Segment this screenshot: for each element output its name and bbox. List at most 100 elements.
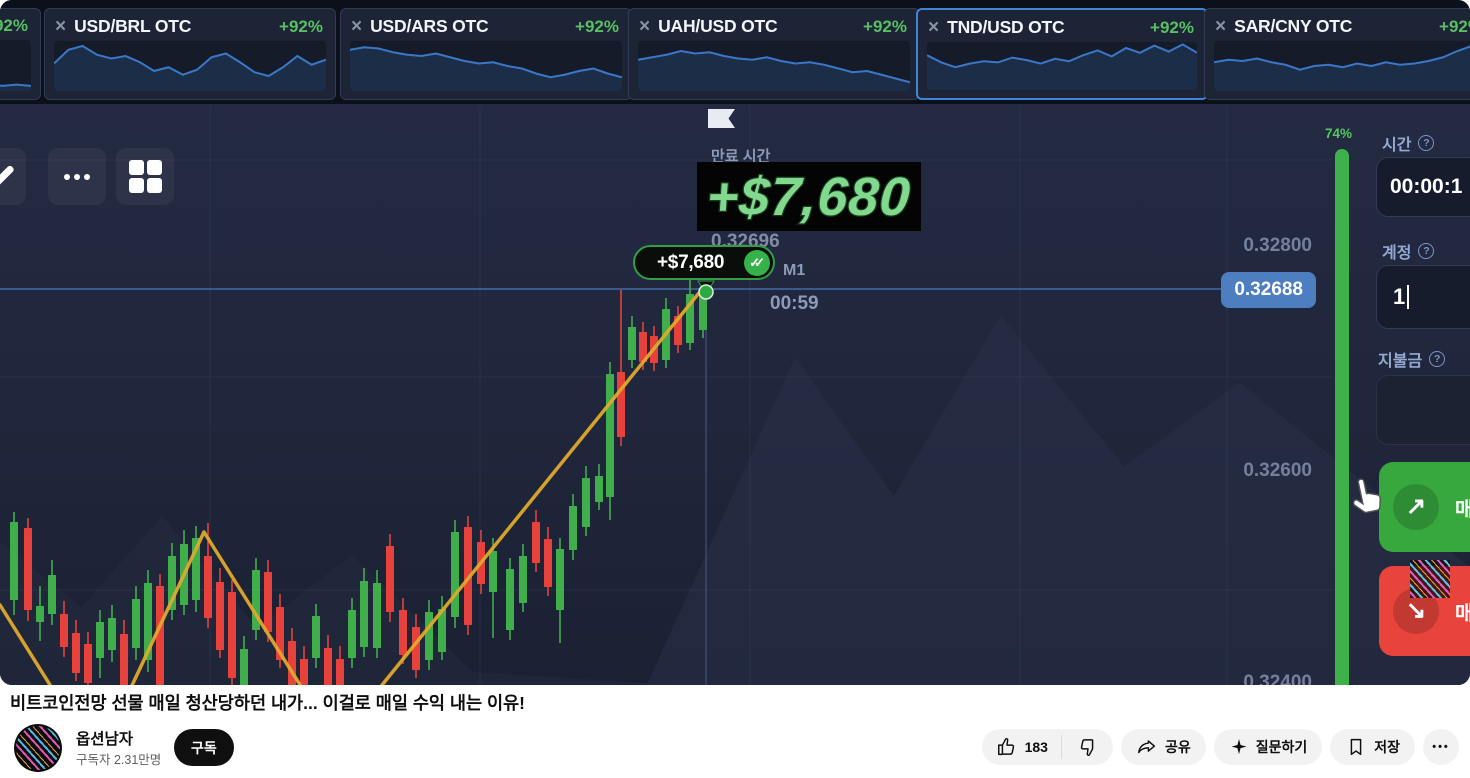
- asset-tabs-bar: × +92% × USD/BRL OTC +92% × USD/ARS OTC …: [0, 0, 1470, 104]
- draw-tool-button[interactable]: [0, 148, 26, 205]
- save-label: 저장: [1374, 739, 1400, 755]
- asset-tab[interactable]: × TND/USD OTC +92%: [916, 8, 1208, 100]
- asset-tab[interactable]: × SAR/CNY OTC +92%: [1204, 8, 1470, 100]
- thumbs-down-icon: [1080, 739, 1094, 757]
- payout-progress-bar: [1335, 149, 1349, 685]
- payout-label: 지불금: [1378, 353, 1423, 370]
- payout-percent-label: +92%: [575, 16, 619, 36]
- channel-watermark-logo: [1410, 560, 1450, 598]
- trade-result-amount: +$7,680: [657, 251, 725, 273]
- trade-panel: 시간 ? 00:00:1 계정 ? 1 지불금 ? ↗ 매수: [1352, 104, 1470, 685]
- like-button[interactable]: 183: [982, 736, 1054, 758]
- pencil-icon: [0, 164, 15, 189]
- payout-percent-indicator: 74%: [1325, 126, 1353, 141]
- buy-button-label: 매수: [1455, 498, 1470, 521]
- bookmark-icon: [1350, 738, 1362, 756]
- sparkline-chart: [0, 40, 31, 91]
- payout-percent-label: +92%: [0, 16, 28, 35]
- asset-pair-label: UAH/USD OTC: [658, 16, 778, 36]
- payout-percent-label: +92%: [1439, 16, 1470, 36]
- dislike-button[interactable]: [1069, 736, 1113, 758]
- subscribe-button[interactable]: 구독: [174, 729, 234, 766]
- countdown-label: 00:59: [770, 293, 819, 314]
- asset-tab[interactable]: × USD/ARS OTC +92%: [340, 8, 632, 100]
- flag-marker-icon: [708, 109, 735, 128]
- asset-tab-header: × USD/ARS OTC +92%: [341, 9, 631, 39]
- current-price-badge: 0.32688: [1221, 272, 1316, 308]
- text-cursor: [1407, 285, 1410, 309]
- account-label: 계정: [1382, 245, 1412, 262]
- ellipsis-icon: [64, 173, 90, 180]
- payout-field-row: 지불금 ?: [1378, 347, 1446, 371]
- asset-pair-label: SAR/CNY OTC: [1234, 16, 1353, 36]
- thumbs-up-icon: [997, 737, 1014, 756]
- video-player[interactable]: × +92% × USD/BRL OTC +92% × USD/ARS OTC …: [0, 0, 1470, 685]
- asset-tab-header: × USD/BRL OTC +92%: [45, 9, 335, 39]
- time-input[interactable]: 00:00:1: [1376, 157, 1470, 217]
- more-tools-button[interactable]: [48, 148, 106, 205]
- asset-pair-label: USD/BRL OTC: [74, 16, 192, 36]
- channel-name[interactable]: 옵션남자: [76, 731, 134, 748]
- grid-icon: [128, 160, 162, 193]
- time-label: 시간: [1382, 137, 1412, 154]
- amount-input[interactable]: 1: [1376, 265, 1470, 329]
- time-field-row: 시간 ?: [1382, 131, 1435, 155]
- share-icon: [1137, 740, 1156, 754]
- close-icon[interactable]: ×: [639, 16, 651, 37]
- time-value: 00:00:1: [1390, 175, 1463, 198]
- asset-tab-header: × +92%: [0, 9, 40, 38]
- price-axis-label: 0.32600: [1243, 460, 1312, 481]
- trading-chart[interactable]: 만료 시간 +$7,680 0.32696 M1 00:59 +$7,680 ✓…: [0, 104, 1470, 685]
- video-title: 비트코인전망 선물 매일 청산당하던 내가... 이걸로 매일 수익 내는 이유…: [10, 693, 525, 713]
- sparkline-chart: [1214, 41, 1470, 91]
- ellipsis-icon: •••: [1432, 741, 1450, 753]
- sparkline-chart: [638, 41, 910, 91]
- asset-tab[interactable]: × USD/BRL OTC +92%: [44, 8, 336, 100]
- sparkline-chart: [350, 41, 622, 91]
- help-icon[interactable]: ?: [1418, 135, 1435, 151]
- asset-tab[interactable]: × +92%: [0, 8, 41, 100]
- channel-avatar[interactable]: [14, 724, 62, 772]
- payout-percent-label: +92%: [863, 16, 907, 36]
- cursor-hand-icon: [1352, 478, 1381, 514]
- share-label: 공유: [1164, 739, 1191, 755]
- like-count: 183: [1024, 739, 1048, 755]
- subscriber-count: 구독자 2.31만명: [76, 753, 162, 767]
- price-axis-label: 0.32400: [1243, 672, 1312, 685]
- ask-button[interactable]: 질문하기: [1213, 729, 1323, 765]
- save-button[interactable]: 저장: [1330, 729, 1415, 765]
- close-icon[interactable]: ×: [55, 16, 67, 37]
- profit-overlay: +$7,680: [697, 162, 921, 231]
- video-info-section: 비트코인전망 선물 매일 청산당하던 내가... 이걸로 매일 수익 내는 이유…: [0, 685, 1470, 778]
- asset-tab-header: × UAH/USD OTC +92%: [629, 9, 919, 39]
- timeframe-label: M1: [783, 262, 806, 279]
- help-icon[interactable]: ?: [1429, 351, 1446, 367]
- pill-divider: [1060, 735, 1062, 759]
- share-button[interactable]: 공유: [1120, 729, 1206, 765]
- close-icon[interactable]: ×: [1215, 16, 1227, 37]
- price-axis-label: 0.32800: [1243, 235, 1312, 256]
- payout-percent-label: +92%: [279, 16, 323, 36]
- account-field-row: 계정 ?: [1382, 239, 1435, 263]
- like-dislike-pill: 183: [981, 729, 1113, 765]
- ask-label: 질문하기: [1255, 739, 1308, 755]
- asset-tab[interactable]: × UAH/USD OTC +92%: [628, 8, 920, 100]
- close-icon[interactable]: ×: [351, 16, 363, 37]
- asset-tab-header: × TND/USD OTC +92%: [918, 10, 1206, 40]
- payout-percent-label: +92%: [1150, 17, 1194, 37]
- arrow-up-right-icon: ↗: [1393, 484, 1439, 530]
- buy-button[interactable]: ↗ 매수: [1379, 462, 1470, 552]
- amount-value: 1: [1393, 284, 1406, 309]
- expiry-time-label: 만료 시간: [711, 148, 771, 165]
- trade-result-tooltip: +$7,680 ✓ ✓: [633, 245, 775, 280]
- close-icon[interactable]: ×: [928, 17, 940, 38]
- asset-pair-label: TND/USD OTC: [947, 17, 1065, 37]
- profit-amount: +$7,680: [704, 165, 914, 228]
- video-actions-bar: 183 공유: [981, 729, 1459, 765]
- layout-grid-button[interactable]: [116, 148, 174, 205]
- sparkle-icon: [1231, 739, 1247, 755]
- asset-tab-header: × SAR/CNY OTC +92%: [1205, 9, 1470, 39]
- more-actions-button[interactable]: •••: [1423, 729, 1459, 765]
- help-icon[interactable]: ?: [1418, 243, 1435, 259]
